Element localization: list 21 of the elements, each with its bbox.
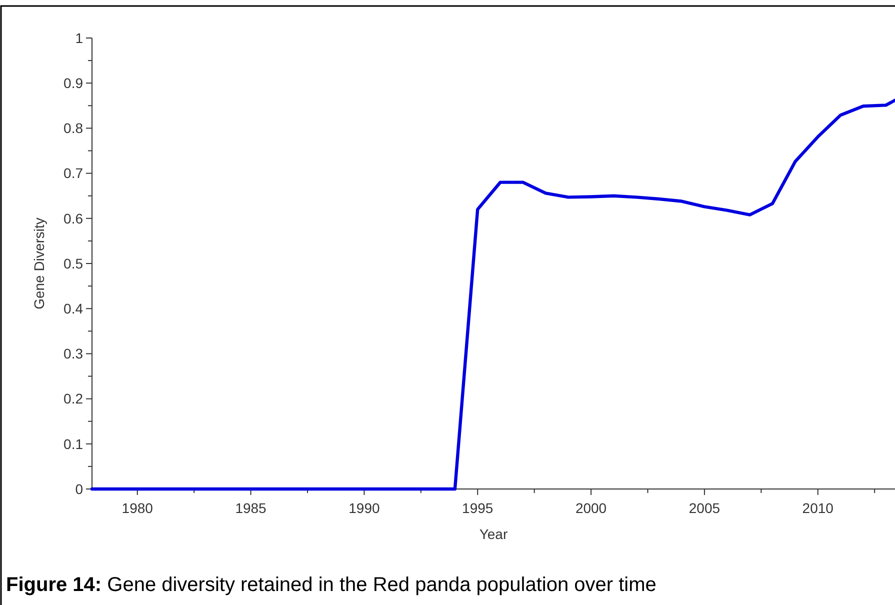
y-tick-label: 0 (75, 480, 84, 497)
y-tick-label: 0.8 (64, 120, 84, 136)
x-tick-label: 2010 (802, 500, 834, 516)
x-tick-label: 1995 (462, 500, 494, 516)
x-tick-label: 2005 (688, 500, 720, 516)
x-axis-title: Year (479, 526, 508, 542)
y-tick-label: 1 (75, 30, 84, 46)
x-tick-label: 1990 (348, 500, 380, 516)
y-tick-label: 0.7 (64, 165, 84, 182)
y-tick-label: 0.2 (64, 390, 84, 407)
y-tick-label: 0.5 (64, 255, 84, 272)
y-tick-label: 0.6 (64, 210, 84, 226)
x-tick-label: 1985 (235, 500, 267, 516)
y-tick-label: 0.1 (64, 436, 84, 452)
y-tick-label: 0.3 (64, 346, 84, 362)
x-tick-label: 2000 (575, 500, 607, 516)
x-tick-label: 1980 (122, 500, 154, 516)
y-axis-title: Gene Diversity (31, 218, 47, 310)
caption: Figure 14: Gene diversity retained in the Red panda population over time (6, 574, 656, 596)
y-tick-label: 0.9 (64, 75, 84, 91)
y-tick-label: 0.4 (64, 300, 84, 316)
